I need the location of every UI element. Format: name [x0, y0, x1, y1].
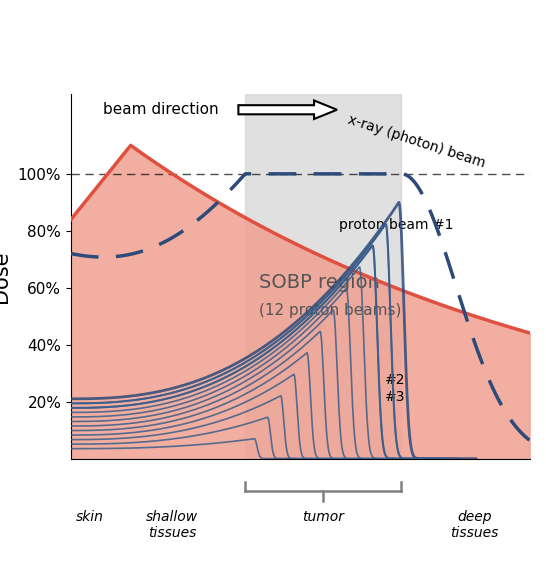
Y-axis label: Dose: Dose — [0, 250, 11, 303]
Text: beam direction: beam direction — [103, 102, 219, 117]
Text: proton beam #1: proton beam #1 — [339, 218, 454, 232]
Text: skin: skin — [75, 510, 103, 524]
Text: (12 proton beams): (12 proton beams) — [259, 303, 401, 318]
Text: #2: #2 — [385, 373, 406, 387]
FancyArrow shape — [239, 101, 337, 119]
Text: shallow
tissues: shallow tissues — [146, 510, 198, 540]
Text: #3: #3 — [385, 390, 406, 405]
Text: SOBP region: SOBP region — [259, 273, 380, 292]
Bar — [245, 94, 401, 459]
Text: x-ray (photon) beam: x-ray (photon) beam — [346, 112, 487, 170]
Text: deep
tissues: deep tissues — [450, 510, 498, 540]
Text: tumor: tumor — [302, 510, 344, 524]
